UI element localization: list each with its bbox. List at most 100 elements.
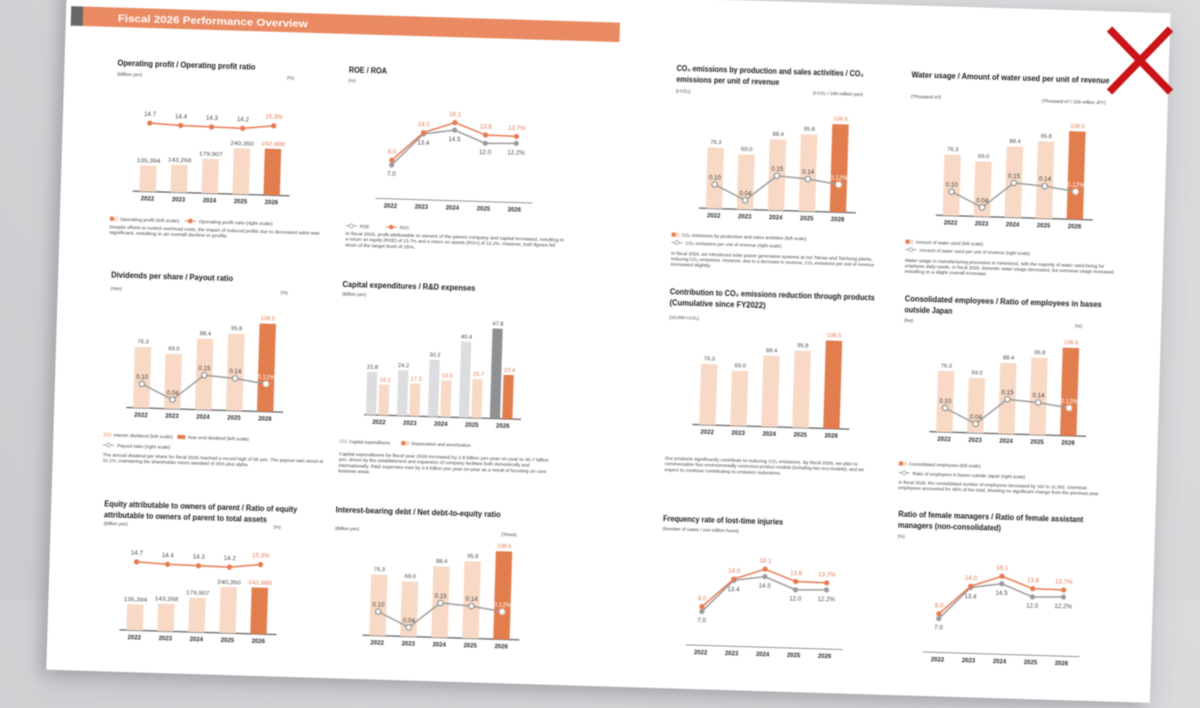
svg-text:76.3: 76.3 <box>940 363 951 369</box>
svg-text:2024: 2024 <box>992 659 1006 665</box>
svg-text:14.0: 14.0 <box>417 121 430 128</box>
svg-text:14.7: 14.7 <box>143 111 156 118</box>
svg-text:Capital expenditures / R&D exp: Capital expenditures / R&D expenses <box>342 280 476 293</box>
svg-text:108.5: 108.5 <box>826 333 841 339</box>
svg-text:2023: 2023 <box>165 413 179 419</box>
svg-text:2024: 2024 <box>1005 222 1019 228</box>
svg-text:Water usage / Amount of water: Water usage / Amount of water used per u… <box>911 70 1110 85</box>
svg-text:12.2%: 12.2% <box>1054 603 1072 611</box>
svg-text:2025: 2025 <box>1030 439 1044 445</box>
svg-text:16.1: 16.1 <box>759 557 772 564</box>
svg-text:Payout ratio (right scale): Payout ratio (right scale) <box>117 443 171 450</box>
svg-text:16.1: 16.1 <box>449 111 462 118</box>
svg-text:13.8: 13.8 <box>479 123 492 130</box>
svg-text:179,907: 179,907 <box>185 590 209 597</box>
svg-text:2024: 2024 <box>999 438 1013 444</box>
svg-text:(%): (%) <box>897 534 905 539</box>
svg-text:CO₂ emissions by production an: CO₂ emissions by production and sales ac… <box>681 233 807 242</box>
svg-text:2026: 2026 <box>258 416 272 422</box>
svg-text:95.8: 95.8 <box>1034 350 1045 356</box>
svg-text:(t-CO₂): (t-CO₂) <box>675 88 690 93</box>
svg-text:14.3: 14.3 <box>192 554 205 561</box>
svg-text:69.0: 69.0 <box>404 574 415 580</box>
svg-text:emissions per unit of revenue: emissions per unit of revenue <box>676 75 780 87</box>
svg-text:2022: 2022 <box>943 220 957 226</box>
svg-text:Consolidated employees (left s: Consolidated employees (left scale) <box>908 461 980 468</box>
svg-text:(Million yen): (Million yen) <box>117 72 142 78</box>
svg-text:2022: 2022 <box>372 420 386 426</box>
svg-text:23.4: 23.4 <box>503 368 515 374</box>
svg-text:0.14: 0.14 <box>1038 176 1051 183</box>
svg-text:(%): (%) <box>287 75 295 80</box>
svg-text:2024: 2024 <box>755 652 769 658</box>
svg-text:88.4: 88.4 <box>772 132 784 138</box>
svg-text:76.3: 76.3 <box>710 140 721 146</box>
svg-text:8.0: 8.0 <box>934 602 943 609</box>
svg-text:13.4: 13.4 <box>727 586 740 593</box>
svg-text:95.8: 95.8 <box>797 343 808 349</box>
svg-text:ROA: ROA <box>399 225 409 230</box>
svg-text:2025: 2025 <box>476 206 490 212</box>
svg-text:2026: 2026 <box>264 200 278 206</box>
svg-text:2025: 2025 <box>799 216 813 222</box>
svg-text:7.0: 7.0 <box>386 171 395 178</box>
svg-text:143,268: 143,268 <box>167 158 191 165</box>
svg-text:2023: 2023 <box>724 651 738 657</box>
svg-text:13.7%: 13.7% <box>507 125 525 133</box>
svg-text:16.1: 16.1 <box>996 565 1009 572</box>
svg-text:2023: 2023 <box>968 438 982 444</box>
svg-text:14.5: 14.5 <box>758 582 771 589</box>
svg-text:12.2%: 12.2% <box>817 596 835 604</box>
svg-text:2022: 2022 <box>127 635 141 641</box>
svg-text:Amount of water used (left sca: Amount of water used (left scale) <box>915 240 983 247</box>
svg-text:Ratio of employees in bases ou: Ratio of employees in bases outside Japa… <box>912 471 1025 479</box>
svg-text:2025: 2025 <box>793 432 807 438</box>
svg-text:2026: 2026 <box>817 654 831 660</box>
svg-text:88.4: 88.4 <box>199 331 211 337</box>
svg-text:2025: 2025 <box>227 415 241 421</box>
svg-text:14.4: 14.4 <box>174 113 187 120</box>
svg-text:69.0: 69.0 <box>741 147 752 153</box>
svg-text:8.0: 8.0 <box>697 595 706 602</box>
svg-text:Amount of water used per unit: Amount of water used per unit of revenue… <box>919 248 1030 256</box>
svg-text:2023: 2023 <box>961 658 975 664</box>
svg-text:14.0: 14.0 <box>964 575 977 582</box>
svg-text:76.3: 76.3 <box>947 147 958 153</box>
svg-text:12.0: 12.0 <box>789 596 802 603</box>
svg-text:(Thousand m³ / 100 million JPY: (Thousand m³ / 100 million JPY) <box>1041 98 1106 105</box>
svg-text:2025: 2025 <box>786 653 800 659</box>
svg-text:242,888: 242,888 <box>261 141 285 148</box>
svg-text:2022: 2022 <box>134 413 148 419</box>
svg-text:(Yen): (Yen) <box>110 286 121 291</box>
svg-text:0.04: 0.04 <box>739 190 752 197</box>
svg-text:2026: 2026 <box>1061 440 1075 446</box>
svg-text:2024: 2024 <box>189 637 203 643</box>
svg-text:14.2: 14.2 <box>223 555 236 562</box>
svg-text:2022: 2022 <box>693 650 707 656</box>
svg-text:ROE: ROE <box>359 224 369 229</box>
svg-text:2026: 2026 <box>830 217 844 223</box>
svg-text:2025: 2025 <box>465 422 479 428</box>
svg-text:2023: 2023 <box>403 421 417 427</box>
svg-text:Depreciation and amortization: Depreciation and amortization <box>411 441 471 448</box>
svg-text:Operating profit (left scale): Operating profit (left scale) <box>119 217 179 224</box>
svg-text:(t-CO₂ / 100 million yen): (t-CO₂ / 100 million yen) <box>812 90 863 97</box>
svg-text:24.2: 24.2 <box>397 363 408 369</box>
svg-text:47.8: 47.8 <box>492 321 503 327</box>
svg-text:(Thousand m³): (Thousand m³) <box>910 94 941 100</box>
svg-text:2026: 2026 <box>494 644 508 650</box>
svg-text:managers (non-consolidated): managers (non-consolidated) <box>897 520 1001 532</box>
svg-text:95.8: 95.8 <box>467 554 478 560</box>
svg-text:108.5: 108.5 <box>1063 340 1078 346</box>
svg-text:14.5: 14.5 <box>995 590 1008 597</box>
svg-text:22.8: 22.8 <box>366 365 377 371</box>
svg-text:0.12%: 0.12% <box>1067 181 1085 189</box>
svg-text:14.7: 14.7 <box>130 550 143 557</box>
svg-text:95.8: 95.8 <box>803 127 814 133</box>
svg-text:108.5: 108.5 <box>833 117 848 123</box>
svg-text:(Times): (Times) <box>501 532 517 537</box>
svg-text:108.5: 108.5 <box>1070 124 1085 130</box>
svg-text:2023: 2023 <box>401 641 415 647</box>
svg-text:2024: 2024 <box>762 431 776 437</box>
svg-text:(%): (%) <box>280 290 288 295</box>
